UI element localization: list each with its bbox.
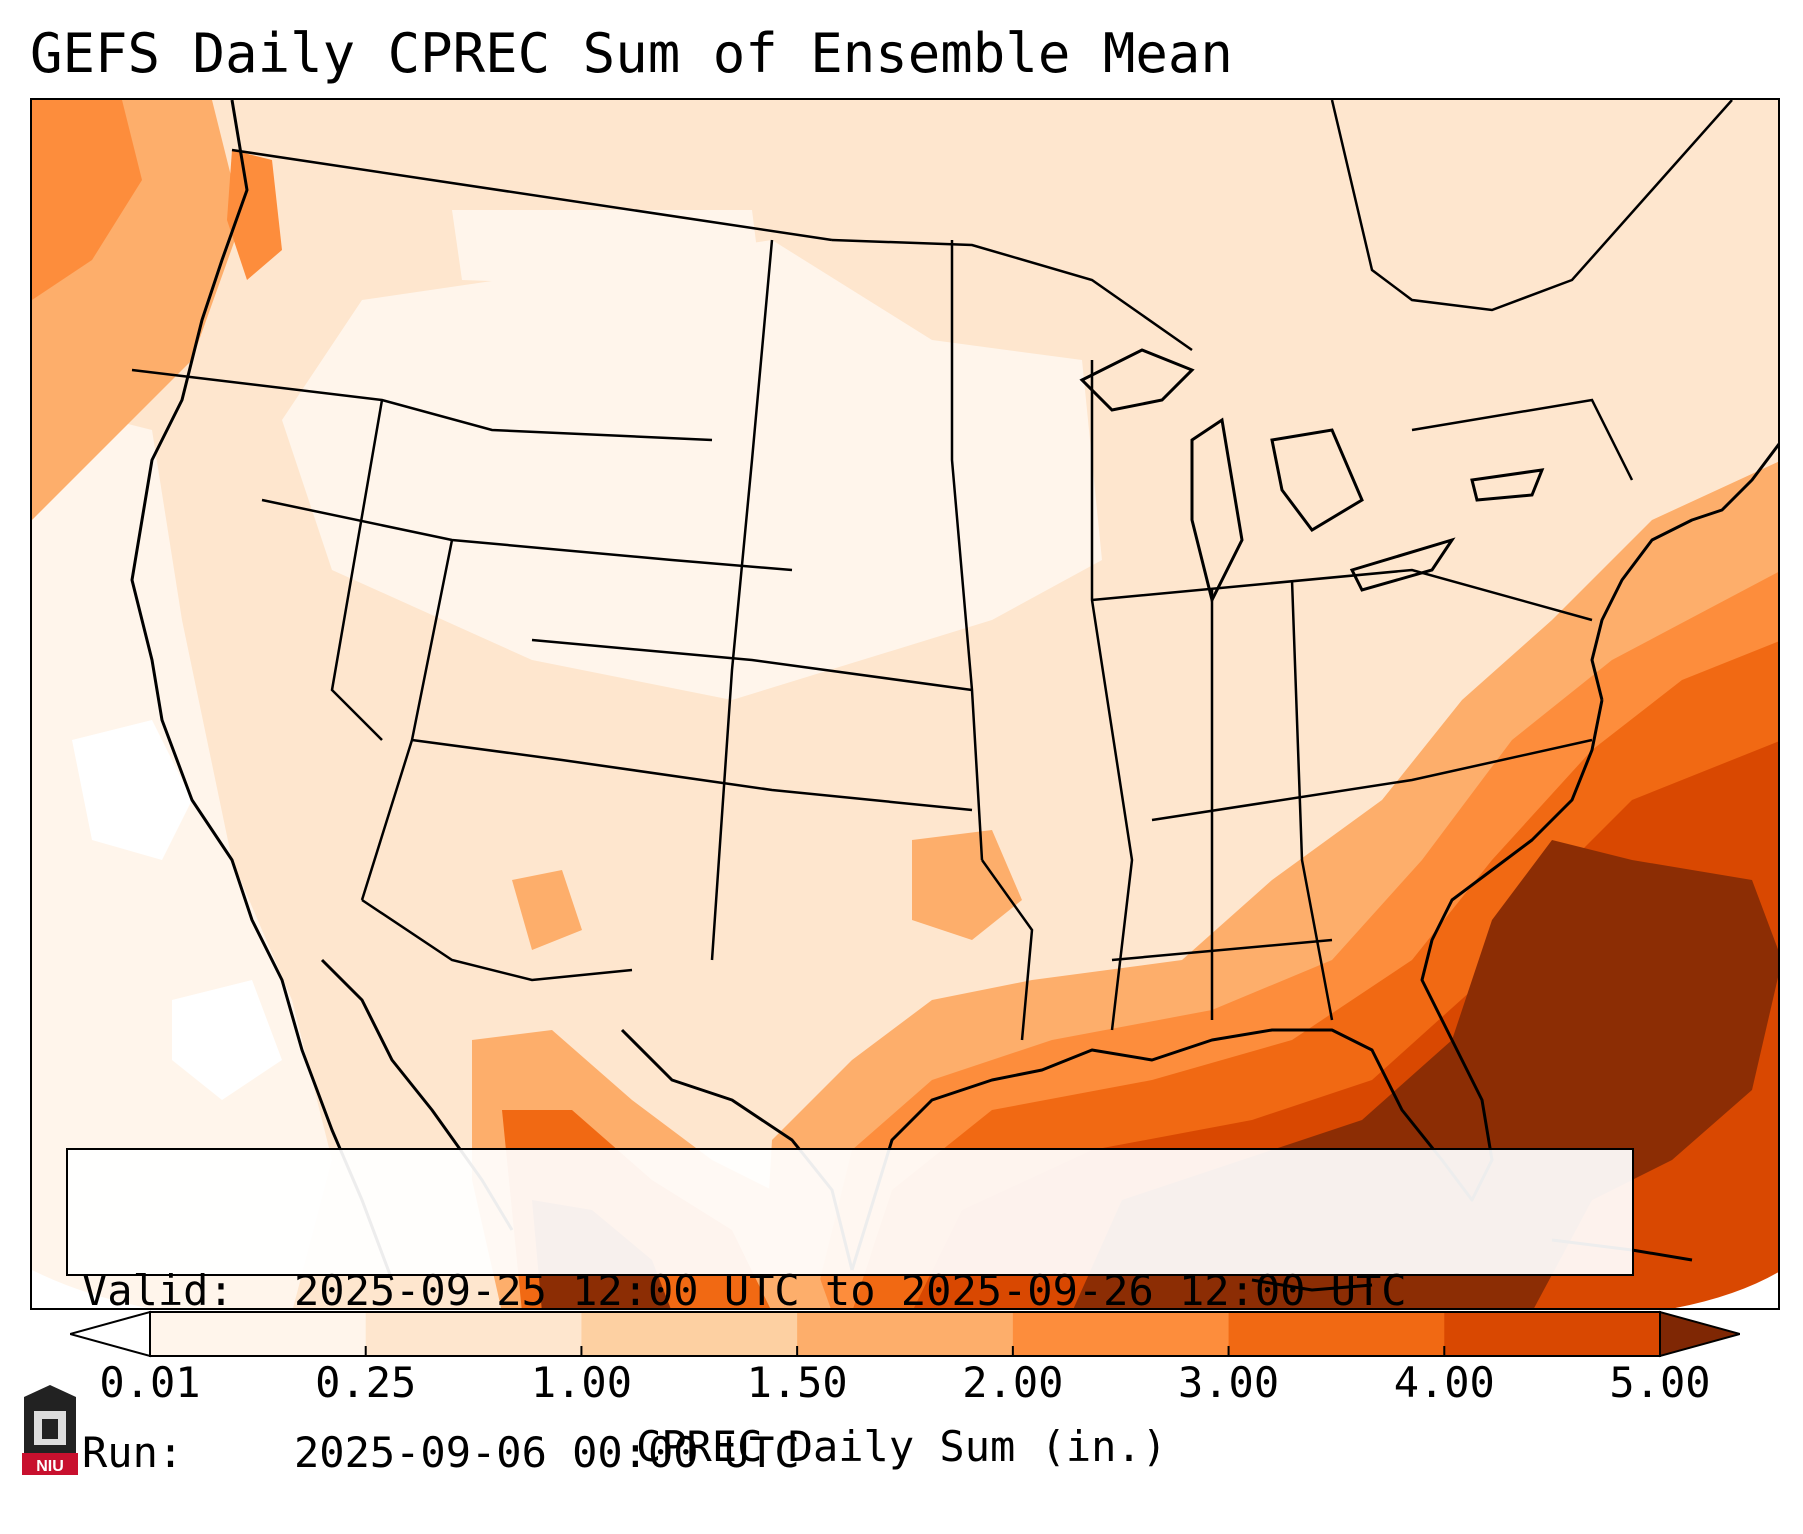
colorbar-segment bbox=[150, 1312, 367, 1356]
border-la bbox=[980, 859, 1034, 1041]
lake-ontario bbox=[1470, 468, 1545, 502]
border-ks-mo bbox=[950, 240, 984, 861]
canada-light-region bbox=[452, 210, 762, 290]
great-lakes bbox=[1079, 348, 1545, 605]
border-nv-ut bbox=[330, 399, 384, 741]
border-us-canada-west bbox=[231, 148, 833, 242]
colorbar-segment bbox=[1228, 1312, 1445, 1356]
logo-banner bbox=[22, 1453, 78, 1475]
colorbar-label: CPREC Daily Sum (in.) bbox=[635, 1422, 1167, 1471]
west-coastline bbox=[130, 100, 394, 1281]
plains-moderate-spot bbox=[912, 830, 1022, 940]
precipitation-map bbox=[30, 98, 1780, 1310]
lake-superior bbox=[1079, 348, 1195, 412]
new-mexico-moderate-spot bbox=[512, 870, 582, 950]
border-four-corners-row bbox=[411, 738, 973, 812]
colorbar-segment bbox=[365, 1312, 582, 1356]
projection-corner-left bbox=[32, 1270, 149, 1308]
colorbar-under-triangle bbox=[70, 1310, 151, 1358]
border-tn-nc bbox=[1151, 738, 1593, 822]
logo-tower-door bbox=[42, 1419, 58, 1439]
colorbar-frame bbox=[149, 1311, 1661, 1357]
colorbar-tick-label: 0.25 bbox=[315, 1358, 417, 1407]
border-us-canada-mid bbox=[831, 238, 1193, 352]
border-ny-pa bbox=[1411, 398, 1634, 481]
valid-run-info-box: Valid: 2025-09-25 12:00 UTC to 2025-09-26… bbox=[66, 1148, 1634, 1477]
valid-key: Valid: bbox=[82, 1266, 234, 1315]
border-az-mexico bbox=[361, 898, 633, 982]
valid-row: Valid: 2025-09-25 12:00 UTC to 2025-09-26… bbox=[82, 1264, 1618, 1318]
border-or-id-wy bbox=[131, 368, 713, 442]
niu-logo: NIU bbox=[22, 1385, 78, 1475]
colorbar-segment bbox=[1012, 1312, 1230, 1356]
cuba-coastline bbox=[1251, 1278, 1373, 1292]
colorbar-over-triangle bbox=[1659, 1310, 1740, 1358]
colorbar-tick-label: 4.00 bbox=[1393, 1358, 1495, 1407]
colorbar-tick-label: 2.00 bbox=[962, 1358, 1064, 1407]
border-nm-tx bbox=[710, 239, 774, 961]
border-ga bbox=[1290, 579, 1334, 1021]
border-oh-pa bbox=[1091, 568, 1593, 622]
northeast-region bbox=[1532, 100, 1778, 460]
lake-erie bbox=[1349, 537, 1456, 592]
border-central-row bbox=[531, 638, 973, 692]
pacific-dry-patch-2 bbox=[172, 980, 282, 1100]
border-ms bbox=[1090, 360, 1134, 1031]
northwest-wetter-region bbox=[32, 100, 142, 300]
logo-text: NIU bbox=[36, 1458, 64, 1475]
colorbar-tick-label: 1.50 bbox=[746, 1358, 848, 1407]
lake-huron bbox=[1270, 428, 1364, 532]
run-value: 2025-09-06 00:00 UTC bbox=[294, 1428, 800, 1477]
state-borders bbox=[131, 100, 1733, 1041]
run-key: Run: bbox=[82, 1428, 184, 1477]
puget-wet-patch bbox=[227, 150, 282, 280]
colorbar-tick-label: 5.00 bbox=[1609, 1358, 1711, 1407]
colorbar-segment bbox=[581, 1312, 798, 1356]
colorbar bbox=[70, 1310, 1740, 1358]
pacific-dry-patch bbox=[72, 720, 192, 860]
map-canvas bbox=[32, 100, 1778, 1308]
projection-corner-right bbox=[1675, 1272, 1778, 1308]
interior-light-region bbox=[282, 240, 1102, 700]
map-title: GEFS Daily CPREC Sum of Ensemble Mean bbox=[30, 22, 1233, 85]
colorbar-tick-label: 1.00 bbox=[530, 1358, 632, 1407]
border-gulf-states bbox=[1111, 938, 1333, 962]
colorbar-tick-label: 3.00 bbox=[1177, 1358, 1280, 1407]
colorbar-segment bbox=[1444, 1312, 1661, 1356]
atlantic-coastline bbox=[1590, 442, 1778, 701]
lake-michigan bbox=[1190, 417, 1244, 605]
border-us-canada-east bbox=[1330, 100, 1733, 312]
run-row: Run: 2025-09-06 00:00 UTC bbox=[82, 1426, 1618, 1480]
valid-value: 2025-09-25 12:00 UTC to 2025-09-26 12:00… bbox=[294, 1266, 1407, 1315]
border-northern-tier bbox=[261, 498, 793, 572]
colorbar-segment bbox=[797, 1312, 1014, 1356]
colorbar-tick-label: 0.01 bbox=[99, 1358, 201, 1407]
pacific-light-region bbox=[32, 400, 332, 1308]
